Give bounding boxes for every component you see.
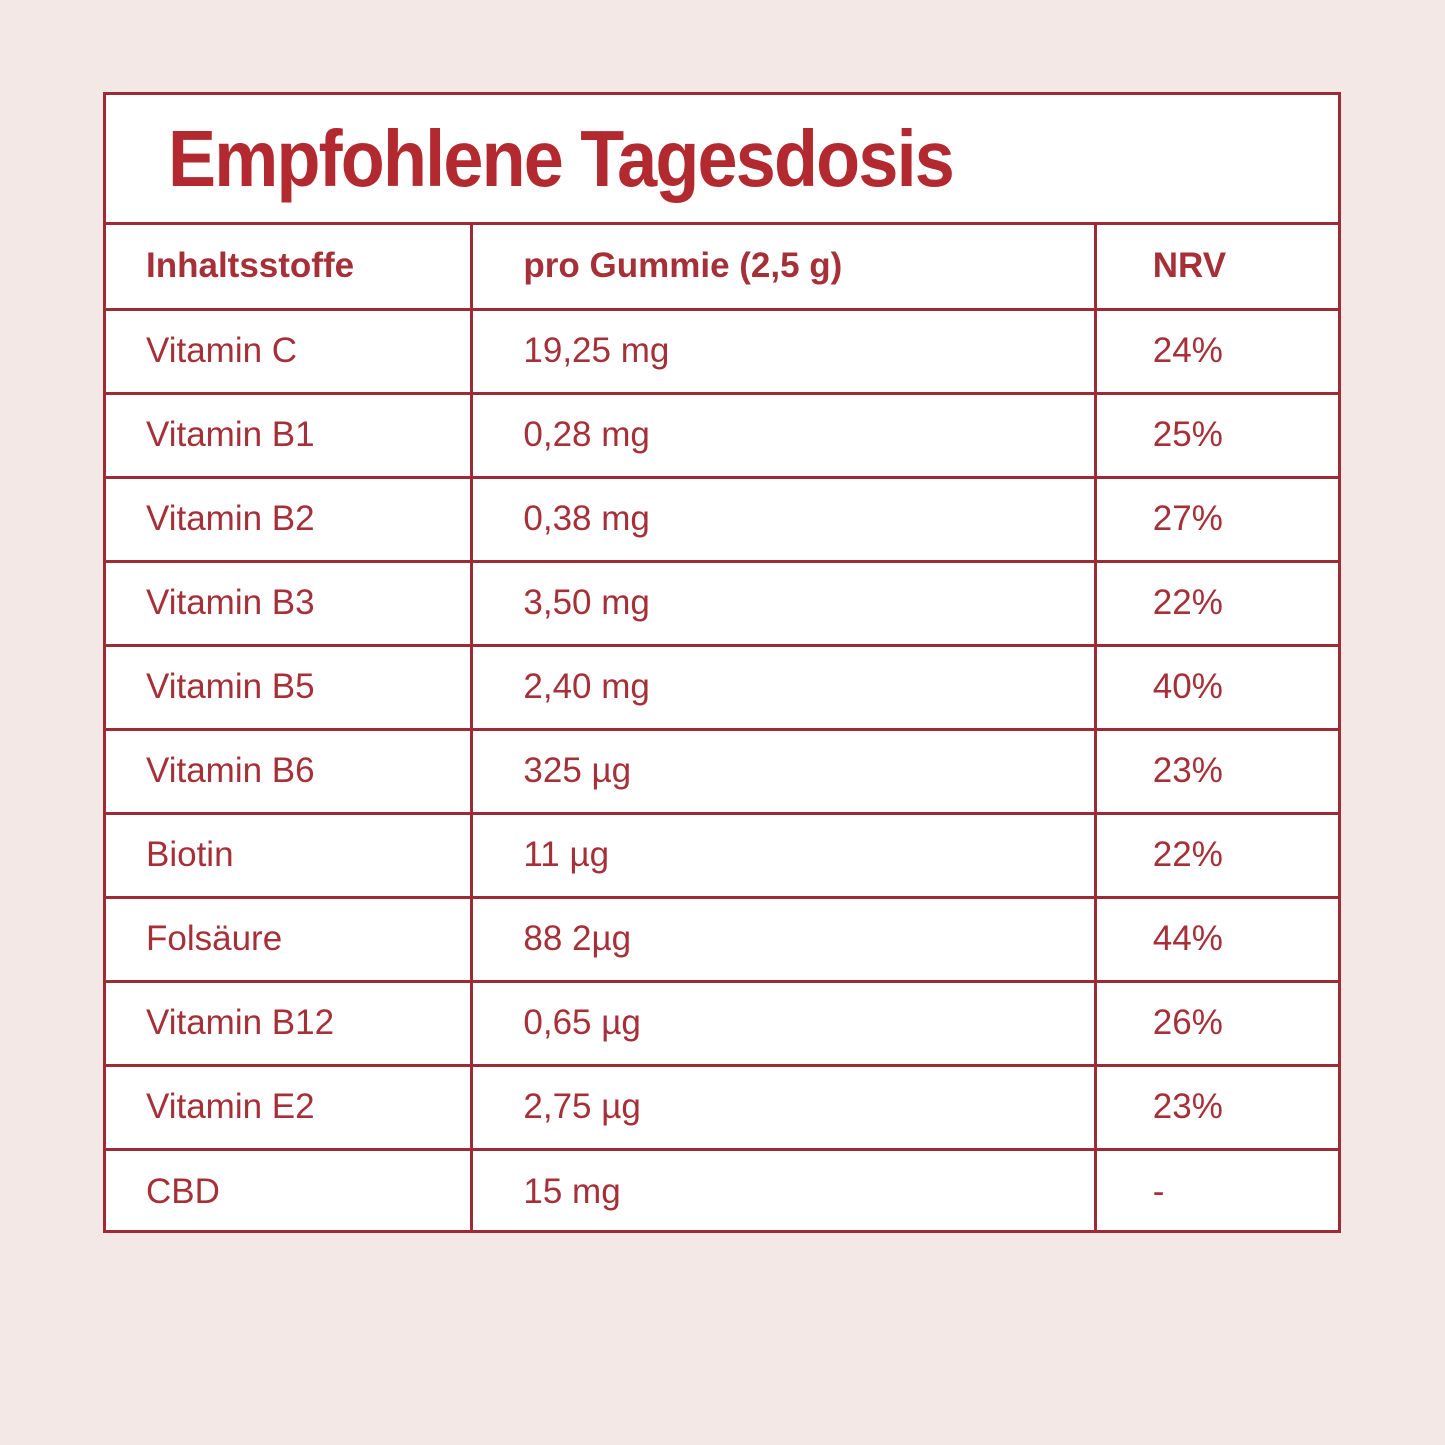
ingredient-cell: Folsäure bbox=[106, 897, 472, 983]
table-row: Folsäure 88 2µg 44% bbox=[106, 897, 1338, 983]
table-row: Vitamin B5 2,40 mg 40% bbox=[106, 645, 1338, 731]
ingredient-cell: Vitamin B5 bbox=[106, 645, 472, 731]
panel-title-row: Empfohlene Tagesdosis bbox=[106, 95, 1338, 225]
ingredient-cell: Vitamin E2 bbox=[106, 1065, 472, 1151]
table-row: Vitamin B6 325 µg 23% bbox=[106, 729, 1338, 815]
nrv-cell: 27% bbox=[1093, 477, 1338, 563]
table-row: Vitamin B12 0,65 µg 26% bbox=[106, 981, 1338, 1067]
ingredient-cell: Vitamin B2 bbox=[106, 477, 472, 563]
table-row: Vitamin B1 0,28 mg 25% bbox=[106, 393, 1338, 479]
ingredient-cell: Vitamin C bbox=[106, 309, 472, 395]
nrv-cell: 25% bbox=[1093, 393, 1338, 479]
ingredient-cell: Vitamin B6 bbox=[106, 729, 472, 815]
ingredient-cell: Biotin bbox=[106, 813, 472, 899]
ingredient-cell: Vitamin B1 bbox=[106, 393, 472, 479]
nrv-cell: 22% bbox=[1093, 813, 1338, 899]
dosage-table: Inhaltsstoffe pro Gummie (2,5 g) NRV Vit… bbox=[106, 225, 1338, 1233]
table-row: Vitamin B2 0,38 mg 27% bbox=[106, 477, 1338, 563]
amount-cell: 0,28 mg bbox=[470, 393, 1096, 479]
dosage-panel: Empfohlene Tagesdosis Inhaltsstoffe pro … bbox=[103, 92, 1341, 1233]
amount-cell: 325 µg bbox=[470, 729, 1096, 815]
table-row: Vitamin E2 2,75 µg 23% bbox=[106, 1065, 1338, 1151]
table-row: Biotin 11 µg 22% bbox=[106, 813, 1338, 899]
amount-cell: 15 mg bbox=[470, 1149, 1096, 1233]
nrv-cell: 23% bbox=[1093, 1065, 1338, 1151]
header-nrv: NRV bbox=[1093, 225, 1338, 311]
nrv-cell: - bbox=[1093, 1149, 1338, 1233]
amount-cell: 0,65 µg bbox=[470, 981, 1096, 1067]
table-row: CBD 15 mg - bbox=[106, 1149, 1338, 1233]
page-title: Empfohlene Tagesdosis bbox=[168, 113, 955, 203]
nrv-cell: 26% bbox=[1093, 981, 1338, 1067]
table-header-row: Inhaltsstoffe pro Gummie (2,5 g) NRV bbox=[106, 225, 1338, 311]
nrv-cell: 23% bbox=[1093, 729, 1338, 815]
nrv-cell: 40% bbox=[1093, 645, 1338, 731]
amount-cell: 0,38 mg bbox=[470, 477, 1096, 563]
amount-cell: 3,50 mg bbox=[470, 561, 1096, 647]
ingredient-cell: Vitamin B3 bbox=[106, 561, 472, 647]
amount-cell: 2,40 mg bbox=[470, 645, 1096, 731]
ingredient-cell: CBD bbox=[146, 1171, 220, 1211]
table-row: Vitamin C 19,25 mg 24% bbox=[106, 309, 1338, 395]
nrv-cell: 24% bbox=[1093, 309, 1338, 395]
amount-cell: 2,75 µg bbox=[470, 1065, 1096, 1151]
amount-cell: 19,25 mg bbox=[470, 309, 1096, 395]
amount-cell: 11 µg bbox=[470, 813, 1096, 899]
nrv-cell: 22% bbox=[1093, 561, 1338, 647]
ingredient-cell: Vitamin B12 bbox=[106, 981, 472, 1067]
header-ingredient: Inhaltsstoffe bbox=[106, 225, 472, 311]
amount-cell: 88 2µg bbox=[470, 897, 1096, 983]
header-per-gummy: pro Gummie (2,5 g) bbox=[470, 225, 1096, 311]
table-row: Vitamin B3 3,50 mg 22% bbox=[106, 561, 1338, 647]
nrv-cell: 44% bbox=[1093, 897, 1338, 983]
